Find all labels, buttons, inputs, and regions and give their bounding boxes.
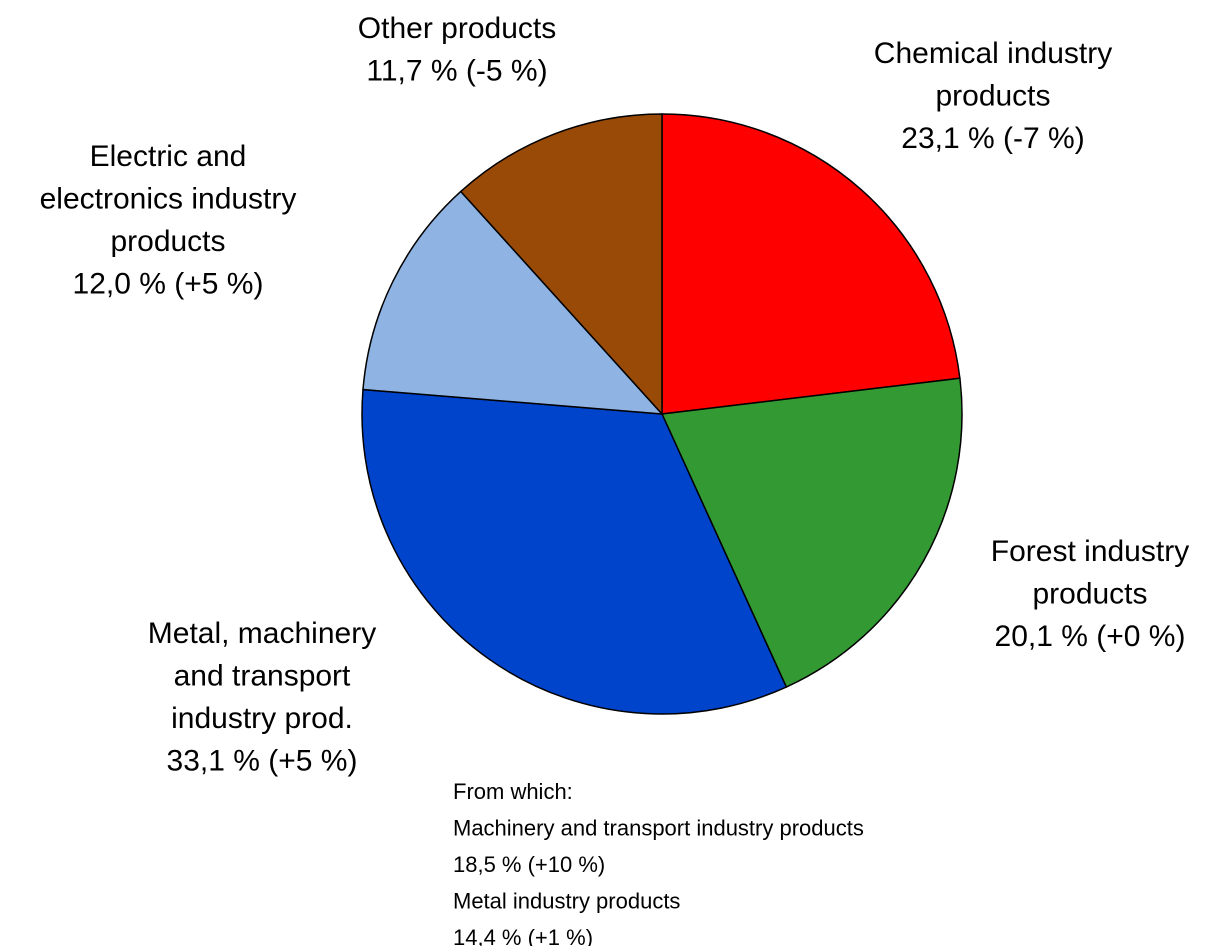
slice-label: Chemical industry xyxy=(874,37,1112,70)
annotation: Metal industry products xyxy=(453,888,680,913)
pie-slice xyxy=(459,113,663,416)
slice-label: Other products xyxy=(358,12,556,45)
slice-label: products xyxy=(1032,577,1147,610)
annotation: 18,5 % (+10 %) xyxy=(453,852,605,877)
annotation: 14,4 % (+1 %) xyxy=(453,925,593,946)
slice-label: Forest industry xyxy=(991,535,1189,568)
slice-label: Metal, machinery xyxy=(148,617,376,650)
slice-label: products xyxy=(110,225,225,258)
pie-slice xyxy=(361,388,788,715)
slice-label: and transport xyxy=(174,659,351,692)
annotation: From which: xyxy=(453,779,573,804)
value-label: 11,7 % (-5 %) xyxy=(366,54,547,87)
slice-label: electronics industry xyxy=(40,182,297,215)
value-label: 20,1 % (+0 %) xyxy=(995,620,1186,653)
pie-slice xyxy=(661,113,961,415)
slice-label: products xyxy=(935,79,1050,112)
annotation: Machinery and transport industry product… xyxy=(453,815,864,840)
pie-slice xyxy=(660,377,963,689)
value-label: 33,1 % (+5 %) xyxy=(167,744,358,777)
value-label: 23,1 % (-7 %) xyxy=(901,122,1084,155)
pie-slice xyxy=(362,190,664,415)
value-label: 12,0 % (+5 %) xyxy=(73,267,264,300)
slice-label: Electric and xyxy=(90,140,247,173)
slice-label: industry prod. xyxy=(171,702,353,735)
